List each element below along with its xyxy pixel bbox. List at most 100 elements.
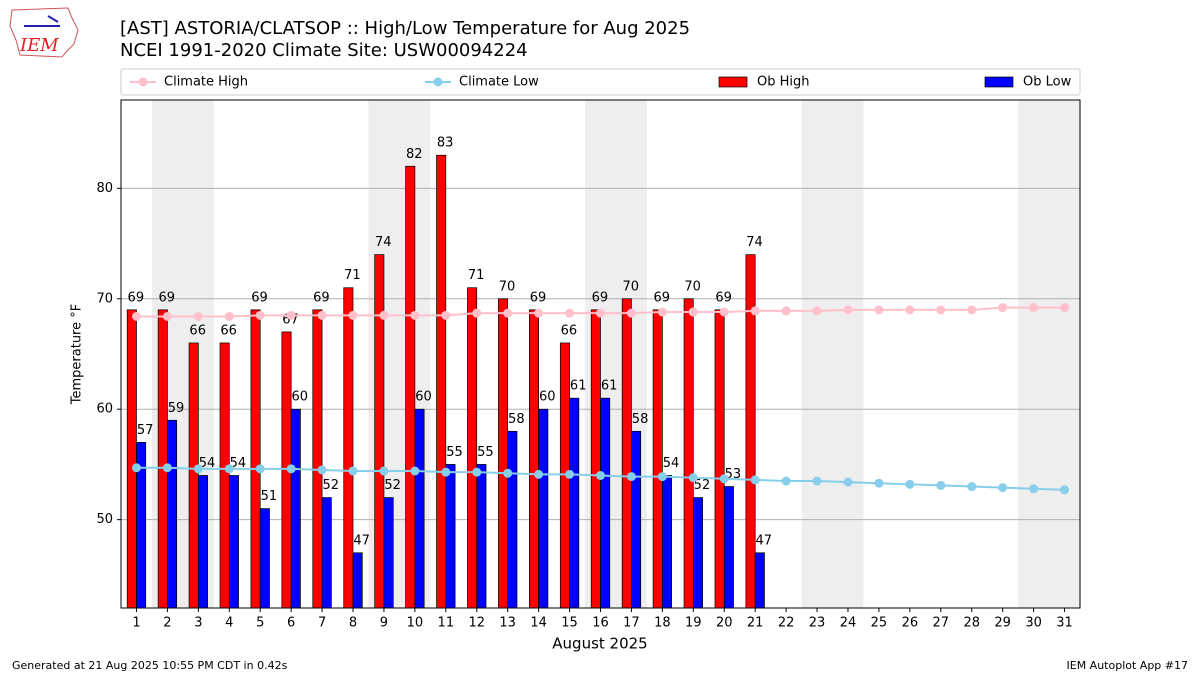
value-label: 69 xyxy=(530,290,547,305)
weekend-band xyxy=(1018,100,1080,608)
line-marker xyxy=(131,463,141,473)
bar xyxy=(498,298,509,609)
bar xyxy=(600,397,611,609)
line-marker xyxy=(472,467,482,477)
line-marker xyxy=(503,308,513,318)
value-label: 52 xyxy=(384,478,401,493)
weekend-band xyxy=(801,100,864,608)
footer-left: Generated at 21 Aug 2025 10:55 PM CDT in… xyxy=(12,659,288,672)
value-label: 51 xyxy=(261,489,278,504)
line-marker xyxy=(255,464,265,474)
y-tick-label: 60 xyxy=(96,402,113,417)
x-tick-label: 19 xyxy=(685,616,702,631)
bar xyxy=(219,342,230,609)
line-marker xyxy=(843,477,853,487)
value-label: 74 xyxy=(746,235,763,250)
bar xyxy=(445,464,456,609)
line-marker xyxy=(317,310,327,320)
value-label: 61 xyxy=(570,379,587,394)
bar xyxy=(321,497,332,609)
value-label: 83 xyxy=(437,136,454,151)
line-marker xyxy=(193,311,203,321)
value-label: 66 xyxy=(220,323,237,338)
legend-box xyxy=(120,68,1081,96)
x-tick-label: 29 xyxy=(994,616,1011,631)
bar xyxy=(569,397,580,609)
legend-label: Ob High xyxy=(757,75,810,90)
line-marker xyxy=(719,307,729,317)
bar xyxy=(476,464,487,609)
x-tick-label: 28 xyxy=(963,616,980,631)
line-marker xyxy=(317,465,327,475)
value-label: 71 xyxy=(468,268,485,283)
bar xyxy=(723,486,734,609)
x-tick-label: 18 xyxy=(654,616,671,631)
value-label: 69 xyxy=(592,290,609,305)
value-label: 66 xyxy=(561,323,578,338)
logo-icon xyxy=(24,15,60,27)
bar xyxy=(343,287,354,609)
value-label: 59 xyxy=(168,401,185,416)
bar xyxy=(250,309,261,609)
line-marker xyxy=(379,466,389,476)
legend-label: Ob Low xyxy=(1023,75,1072,90)
value-label: 60 xyxy=(539,390,556,405)
bar xyxy=(167,419,178,609)
value-label: 70 xyxy=(684,279,701,294)
chart-title: [AST] ASTORIA/CLATSOP :: High/Low Temper… xyxy=(120,18,690,39)
bar xyxy=(538,408,549,609)
line-marker xyxy=(162,311,172,321)
line-marker xyxy=(781,306,791,316)
line-marker xyxy=(503,468,513,478)
value-label: 70 xyxy=(499,279,516,294)
x-axis-label: August 2025 xyxy=(552,635,647,653)
x-tick-label: 1 xyxy=(132,616,140,631)
line-marker xyxy=(843,305,853,315)
y-axis-label: Temperature °F xyxy=(70,304,85,405)
y-tick-label: 70 xyxy=(96,291,113,306)
x-tick-label: 30 xyxy=(1025,616,1042,631)
line-marker xyxy=(905,305,915,315)
bar xyxy=(528,309,539,609)
line-marker xyxy=(255,310,265,320)
legend-marker xyxy=(433,77,443,87)
line-marker xyxy=(224,311,234,321)
x-tick-label: 6 xyxy=(287,616,295,631)
x-tick-label: 8 xyxy=(349,616,357,631)
x-tick-label: 16 xyxy=(592,616,609,631)
line-marker xyxy=(410,310,420,320)
x-tick-label: 13 xyxy=(499,616,516,631)
line-marker xyxy=(286,310,296,320)
logo: IEM xyxy=(9,7,79,58)
value-label: 47 xyxy=(756,533,773,548)
line-marker xyxy=(812,476,822,486)
line-marker xyxy=(1060,485,1070,495)
x-tick-label: 21 xyxy=(747,616,764,631)
bar xyxy=(662,475,673,609)
line-marker xyxy=(688,307,698,317)
line-marker xyxy=(472,308,482,318)
value-label: 69 xyxy=(158,290,175,305)
value-label: 66 xyxy=(189,323,206,338)
line-marker xyxy=(874,478,884,488)
line-marker xyxy=(812,306,822,316)
bar xyxy=(126,309,137,609)
x-tick-label: 23 xyxy=(809,616,826,631)
value-label: 57 xyxy=(137,423,154,438)
line-marker xyxy=(750,475,760,485)
x-tick-label: 7 xyxy=(318,616,326,631)
line-marker xyxy=(162,463,172,473)
x-tick-label: 17 xyxy=(623,616,640,631)
bar xyxy=(290,408,301,609)
line-marker xyxy=(348,466,358,476)
bar xyxy=(383,497,394,609)
bar xyxy=(692,497,703,609)
value-label: 71 xyxy=(344,268,361,283)
chart-subtitle: NCEI 1991-2020 Climate Site: USW00094224 xyxy=(120,40,528,61)
line-marker xyxy=(874,305,884,315)
value-label: 69 xyxy=(128,290,145,305)
legend-label: Climate Low xyxy=(459,75,539,90)
value-label: 52 xyxy=(322,478,339,493)
value-label: 52 xyxy=(694,478,711,493)
line-marker xyxy=(441,467,451,477)
